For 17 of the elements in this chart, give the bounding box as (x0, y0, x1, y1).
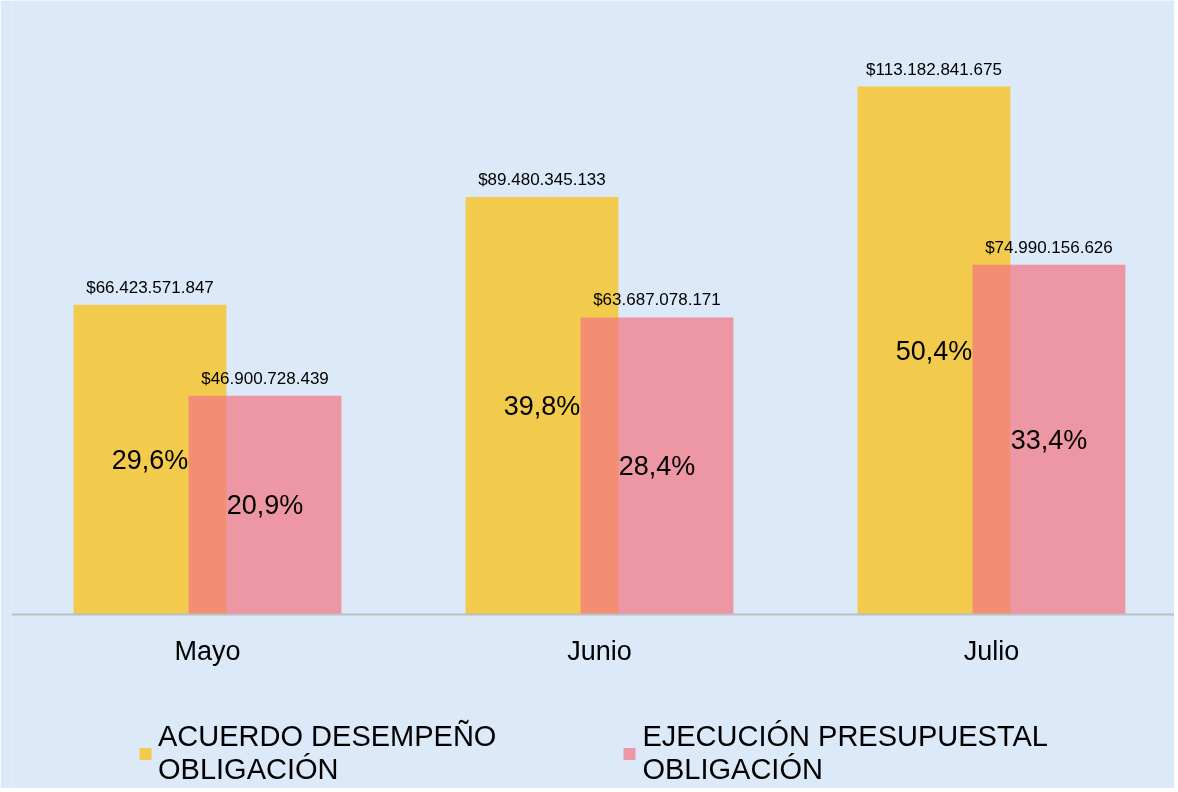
bar (188, 395, 342, 615)
annotation: 50,4% (895, 335, 973, 366)
annotation: 28,4% (618, 450, 696, 481)
x-tick-label: Julio (963, 635, 1020, 666)
data-label: $66.423.571.847 (86, 277, 214, 297)
bar (580, 317, 734, 615)
legend-label: EJECUCIÓN PRESUPUESTAL OBLIGACIÓN (642, 720, 1048, 786)
data-label: $113.182.841.675 (866, 59, 1002, 79)
x-tick-label: Junio (567, 635, 632, 666)
annotation: 29,6% (111, 444, 189, 475)
x-tick-label: Mayo (174, 635, 241, 666)
bar (972, 264, 1126, 615)
annotation: 33,4% (1010, 424, 1088, 455)
legend-label: ACUERDO DESEMPEÑO OBLIGACIÓN (158, 720, 497, 786)
annotation: 20,9% (226, 490, 304, 521)
annotation: 39,8% (503, 390, 581, 421)
data-label: $89.480.345.133 (478, 170, 606, 190)
